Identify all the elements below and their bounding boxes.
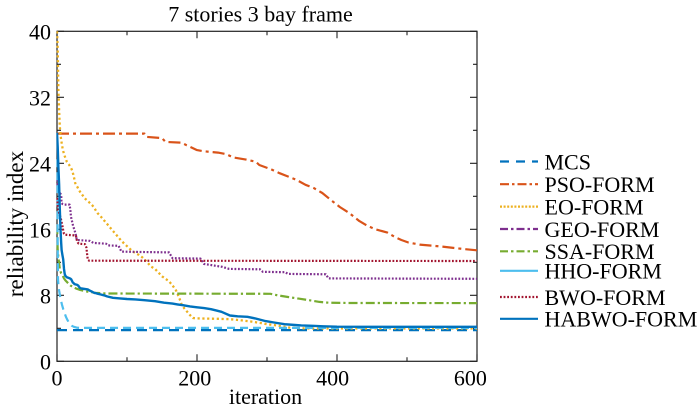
svg-text:HABWO-FORM: HABWO-FORM bbox=[545, 307, 698, 332]
svg-text:GEO-FORM: GEO-FORM bbox=[545, 217, 660, 242]
svg-text:600: 600 bbox=[454, 365, 487, 390]
svg-text:SSA-FORM: SSA-FORM bbox=[545, 239, 655, 264]
svg-text:HHO-FORM: HHO-FORM bbox=[545, 259, 662, 284]
svg-text:MCS: MCS bbox=[545, 149, 591, 174]
svg-text:16: 16 bbox=[29, 218, 51, 243]
svg-text:reliability index: reliability index bbox=[3, 150, 28, 297]
svg-text:BWO-FORM: BWO-FORM bbox=[545, 285, 666, 310]
svg-text:iteration: iteration bbox=[229, 384, 302, 407]
svg-text:PSO-FORM: PSO-FORM bbox=[545, 172, 655, 197]
svg-text:EO-FORM: EO-FORM bbox=[545, 194, 644, 219]
svg-text:200: 200 bbox=[178, 365, 211, 390]
svg-text:0: 0 bbox=[52, 365, 63, 390]
svg-text:24: 24 bbox=[29, 152, 51, 177]
svg-text:7 stories 3 bay frame: 7 stories 3 bay frame bbox=[168, 2, 353, 27]
svg-text:400: 400 bbox=[316, 365, 349, 390]
svg-text:40: 40 bbox=[29, 20, 51, 45]
svg-text:32: 32 bbox=[29, 86, 51, 111]
svg-text:8: 8 bbox=[40, 284, 51, 309]
svg-text:0: 0 bbox=[40, 350, 51, 375]
